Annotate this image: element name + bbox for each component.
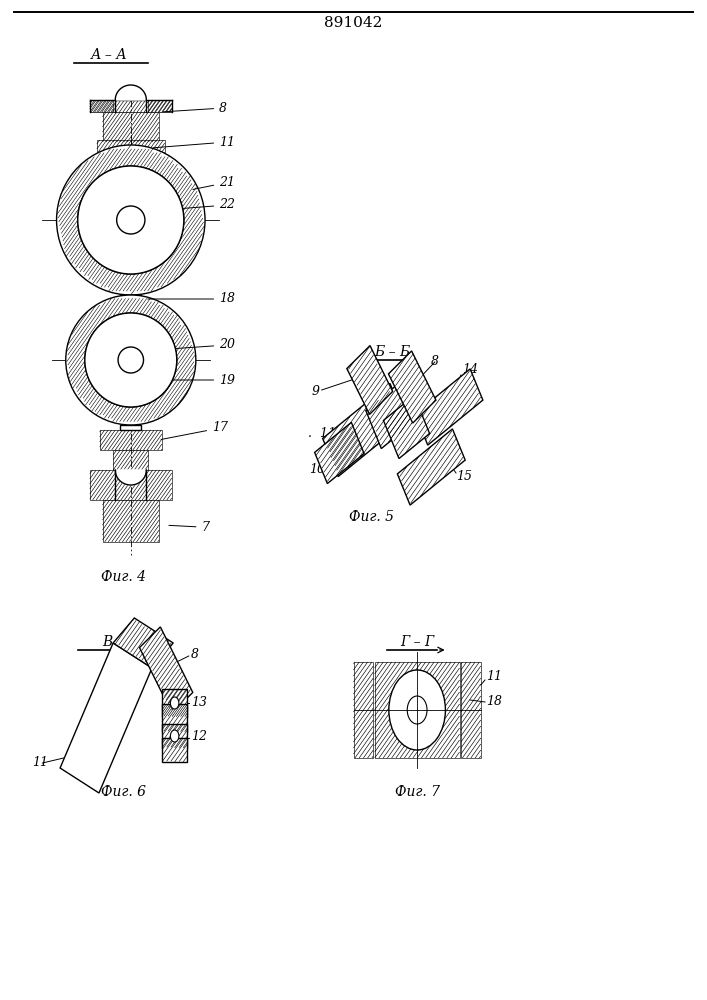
Text: Фиг. 6: Фиг. 6 bbox=[101, 785, 146, 799]
Ellipse shape bbox=[57, 145, 205, 295]
Polygon shape bbox=[113, 618, 173, 668]
Ellipse shape bbox=[78, 166, 184, 274]
Bar bbox=[90, 100, 113, 112]
Polygon shape bbox=[415, 369, 483, 445]
Bar bbox=[90, 470, 172, 500]
Polygon shape bbox=[383, 395, 430, 459]
Bar bbox=[375, 662, 460, 758]
Polygon shape bbox=[162, 724, 187, 748]
Polygon shape bbox=[162, 704, 187, 732]
Bar bbox=[461, 662, 481, 758]
Ellipse shape bbox=[118, 347, 144, 373]
Polygon shape bbox=[315, 422, 364, 484]
Ellipse shape bbox=[78, 166, 184, 274]
Text: Б – Б: Б – Б bbox=[374, 345, 411, 359]
Text: 8: 8 bbox=[163, 102, 227, 114]
Text: 20: 20 bbox=[156, 338, 235, 352]
Polygon shape bbox=[139, 627, 193, 713]
Text: 8: 8 bbox=[431, 355, 439, 368]
Circle shape bbox=[407, 696, 427, 724]
Bar bbox=[113, 450, 148, 470]
Circle shape bbox=[389, 670, 445, 750]
Text: 10: 10 bbox=[309, 463, 325, 476]
Polygon shape bbox=[366, 385, 412, 449]
Bar bbox=[115, 152, 146, 164]
Bar bbox=[97, 140, 165, 152]
Text: 17: 17 bbox=[161, 421, 228, 439]
Ellipse shape bbox=[85, 313, 177, 407]
Text: Г – Г: Г – Г bbox=[400, 635, 434, 649]
Text: 8: 8 bbox=[191, 648, 199, 661]
Polygon shape bbox=[115, 85, 146, 100]
Bar bbox=[90, 100, 172, 112]
Bar bbox=[103, 500, 159, 542]
Text: 11: 11 bbox=[32, 756, 48, 769]
Text: 891042: 891042 bbox=[325, 16, 382, 30]
Polygon shape bbox=[397, 429, 465, 505]
Text: 9: 9 bbox=[311, 385, 319, 398]
Text: А – А: А – А bbox=[91, 48, 128, 62]
Ellipse shape bbox=[117, 206, 145, 234]
Bar bbox=[148, 100, 172, 112]
Bar bbox=[103, 112, 159, 142]
Polygon shape bbox=[60, 643, 152, 793]
Bar bbox=[354, 662, 373, 758]
Text: 14: 14 bbox=[462, 363, 478, 376]
Bar bbox=[120, 425, 141, 430]
Polygon shape bbox=[322, 383, 406, 477]
Text: 11: 11 bbox=[486, 670, 503, 683]
Ellipse shape bbox=[66, 295, 196, 425]
Bar bbox=[120, 295, 141, 303]
Text: В – В: В – В bbox=[102, 635, 139, 649]
Polygon shape bbox=[115, 470, 146, 485]
Text: 19: 19 bbox=[161, 373, 235, 386]
Text: Фиг. 5: Фиг. 5 bbox=[349, 510, 394, 524]
Text: 11: 11 bbox=[153, 135, 235, 148]
Text: 12: 12 bbox=[192, 730, 208, 743]
Polygon shape bbox=[347, 346, 392, 414]
Bar bbox=[100, 430, 162, 450]
Polygon shape bbox=[162, 689, 187, 717]
Polygon shape bbox=[162, 738, 187, 762]
Text: 21: 21 bbox=[193, 176, 235, 189]
Text: Фиг. 7: Фиг. 7 bbox=[395, 785, 440, 799]
Text: 13: 13 bbox=[192, 696, 208, 709]
Text: 18: 18 bbox=[148, 292, 235, 305]
Text: .  11: . 11 bbox=[308, 427, 336, 440]
Circle shape bbox=[170, 697, 179, 709]
Polygon shape bbox=[388, 351, 436, 423]
Text: Фиг. 4: Фиг. 4 bbox=[101, 570, 146, 584]
Text: 15: 15 bbox=[456, 470, 472, 483]
Ellipse shape bbox=[85, 313, 177, 407]
Text: 7: 7 bbox=[169, 521, 209, 534]
Circle shape bbox=[170, 730, 179, 742]
Text: 18: 18 bbox=[486, 695, 503, 708]
Text: 22: 22 bbox=[165, 198, 235, 212]
